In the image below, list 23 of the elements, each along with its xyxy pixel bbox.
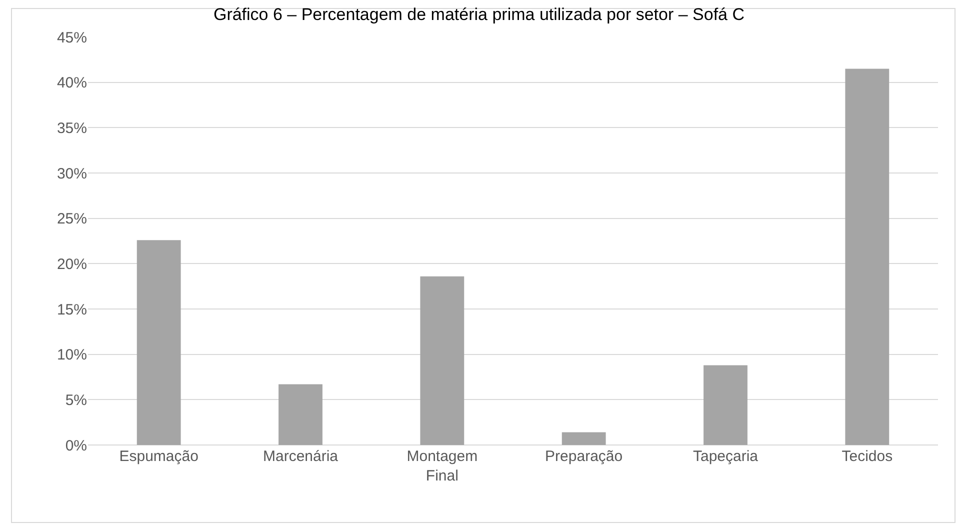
- y-tick-label: 20%: [56, 256, 87, 273]
- bar: [845, 68, 890, 445]
- chart-title: Gráfico 6 – Percentagem de matéria prima utilizada por setor – Sofá C: [213, 4, 745, 24]
- y-tick-label: 40%: [56, 74, 87, 92]
- bar: [704, 365, 748, 445]
- x-tick-label: Tecidos: [842, 448, 893, 465]
- bar: [562, 432, 606, 445]
- bar: [420, 276, 464, 445]
- y-tick-label: 30%: [56, 165, 87, 182]
- y-tick-label: 35%: [56, 120, 87, 137]
- y-tick-label: 15%: [56, 301, 87, 318]
- x-tick-label: Marcenária: [262, 448, 339, 465]
- x-tick-label: Preparação: [545, 448, 623, 465]
- x-tick-label: Montagem Final: [406, 448, 478, 484]
- y-tick-label: 45%: [56, 29, 87, 46]
- x-tick-label: Tapeçaria: [692, 448, 759, 465]
- bar: [136, 240, 181, 445]
- y-tick-label: 10%: [56, 346, 87, 364]
- x-tick-label: Espumação: [119, 448, 198, 465]
- y-tick-label: 25%: [56, 210, 87, 228]
- y-tick-label: 5%: [65, 392, 87, 409]
- y-tick-label: 0%: [65, 437, 87, 454]
- bar: [278, 384, 322, 445]
